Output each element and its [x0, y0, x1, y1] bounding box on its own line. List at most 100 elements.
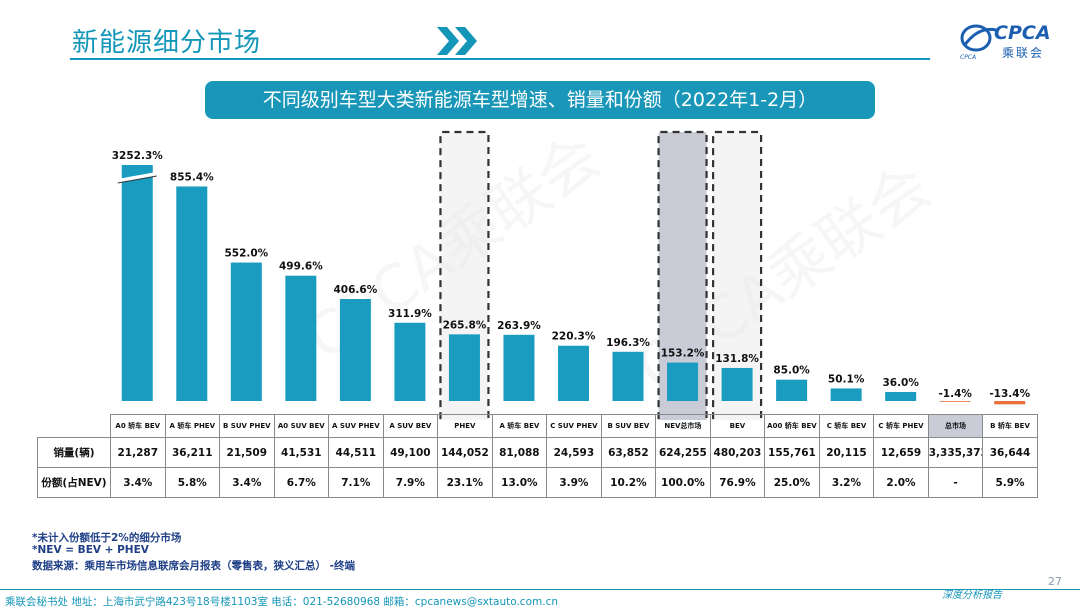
table-cell-share: 10.2%	[600, 467, 657, 498]
data-label-16: -13.4%	[989, 388, 1030, 400]
bar-11	[721, 367, 753, 401]
table-header-cell: BEV	[709, 414, 766, 438]
table-corner-cell	[37, 414, 111, 438]
table-header-cell: C 轿车 PHEV	[873, 414, 929, 438]
table-cell-sales: 12,659	[873, 437, 929, 468]
table-cell-share: 3.4%	[110, 467, 166, 498]
note-share-threshold: *未计入份额低于2%的细分市场	[32, 532, 182, 544]
table-cell-share: 13.0%	[491, 467, 548, 498]
data-label-11: 131.8%	[715, 353, 759, 365]
table-cell-sales: 3,335,373	[927, 437, 984, 468]
growth-bar-chart: 3252.3% 855.4% 552.0% 499.6% 406.6% 311.9% 265…	[112, 130, 1031, 420]
table-header-cell: A0 轿车 BEV	[110, 414, 166, 438]
bar-7	[503, 334, 535, 401]
logo-swoosh-icon	[960, 24, 997, 52]
table-cell-sales: 21,287	[110, 437, 166, 468]
bar-16	[994, 401, 1026, 405]
table-cell-share: 7.9%	[382, 467, 439, 498]
table-cell-share: 3.4%	[219, 467, 275, 498]
table-cell-share: 2.0%	[873, 467, 929, 498]
table-header-cell: A 轿车 PHEV	[164, 414, 221, 438]
table-cell-sales: 41,531	[273, 437, 330, 468]
table-cell-sales: 480,203	[709, 437, 766, 468]
data-label-7: 263.9%	[497, 320, 541, 332]
data-label-4: 406.6%	[334, 284, 378, 296]
row-label-sales: 销量(辆)	[37, 437, 111, 468]
bar-10	[667, 362, 699, 401]
data-label-9: 196.3%	[606, 337, 650, 349]
table-cell-share: -	[927, 467, 984, 498]
data-label-10: 153.2%	[661, 348, 705, 360]
chart-title-banner: 不同级别车型大类新能源车型增速、销量和份额（2022年1-2月）	[205, 81, 875, 119]
data-label-12: 85.0%	[773, 365, 810, 377]
logo-subtext: 乘联会	[1002, 46, 1045, 60]
footer-tagline: 深度分析报告	[942, 590, 1002, 601]
highlight-box-10	[657, 130, 708, 420]
table-cell-share: 76.9%	[709, 467, 766, 498]
cpca-logo: CPCA 乘联会 CPCA	[958, 16, 1058, 64]
bar-1	[176, 186, 208, 401]
table-header-cell: A00 轿车 BEV	[764, 414, 820, 438]
bar-2	[230, 262, 262, 401]
bar-3	[285, 275, 317, 401]
table-header-cell: PHEV	[437, 414, 493, 438]
table-cell-sales: 144,052	[437, 437, 493, 468]
table-cell-share: 23.1%	[437, 467, 493, 498]
note-data-source: 数据来源：乘用车市场信息联席会月报表（零售表，狭义汇总） -终端	[32, 560, 356, 572]
table-header-cell: B SUV BEV	[600, 414, 657, 438]
table-header-cell: B SUV PHEV	[219, 414, 275, 438]
table-cell-share: 5.8%	[164, 467, 221, 498]
table-cell-share: 5.9%	[982, 467, 1038, 498]
table-cell-sales: 21,509	[219, 437, 275, 468]
table-row-share: 份额(占NEV) 3.4% 5.8% 3.4% 6.7% 7.1% 7.9% 23.1% 13.…	[37, 467, 1038, 498]
data-label-14: 36.0%	[882, 377, 919, 389]
highlight-box-11	[711, 130, 763, 420]
footer-contact: 乘联会秘书处 地址：上海市武宁路423号18号楼1103室 电话：021-526…	[5, 596, 559, 608]
bar-4	[339, 299, 371, 401]
axis-break-line	[117, 175, 157, 184]
table-header-row: A0 轿车 BEV A 轿车 PHEV B SUV PHEV A0 SUV BEV A …	[37, 414, 1038, 438]
data-label-15: -1.4%	[938, 388, 972, 400]
data-label-0: 3252.3%	[112, 150, 164, 162]
data-label-13: 50.1%	[828, 373, 865, 385]
table-cell-sales: 81,088	[491, 437, 548, 468]
table-cell-sales: 63,852	[600, 437, 657, 468]
table-cell-sales: 155,761	[764, 437, 820, 468]
page-number: 27	[1048, 575, 1062, 588]
data-label-3: 499.6%	[279, 261, 323, 273]
table-header-cell: A 轿车 BEV	[491, 414, 548, 438]
table-row-sales: 销量(辆) 21,287 36,211 21,509 41,531 44,511 49,10…	[37, 437, 1038, 468]
table-cell-sales: 44,511	[328, 437, 384, 468]
table-header-cell: B 轿车 BEV	[982, 414, 1038, 438]
table-cell-share: 100.0%	[655, 467, 711, 498]
title-underline	[70, 58, 930, 60]
bar-15	[939, 401, 971, 402]
page-title: 新能源细分市场	[72, 28, 262, 58]
table-header-cell: C SUV PHEV	[546, 414, 602, 438]
table-header-cell: A SUV PHEV	[328, 414, 384, 438]
data-label-5: 311.9%	[388, 308, 432, 320]
header-chevron-icon	[437, 27, 477, 55]
sales-share-table: A0 轿车 BEV A 轿车 PHEV B SUV PHEV A0 SUV BEV A …	[37, 414, 1038, 498]
table-header-cell: A0 SUV BEV	[273, 414, 330, 438]
data-label-8: 220.3%	[552, 331, 596, 343]
data-label-6: 265.8%	[443, 319, 487, 331]
table-cell-sales: 24,593	[546, 437, 602, 468]
bar-8	[558, 345, 589, 401]
data-label-2: 552.0%	[224, 248, 268, 260]
table-cell-sales: 36,644	[982, 437, 1038, 468]
table-header-cell: C 轿车 BEV	[818, 414, 875, 438]
bar-13	[830, 388, 862, 401]
footer-divider	[0, 589, 1080, 590]
table-cell-sales: 624,255	[655, 437, 711, 468]
bar-14	[885, 391, 917, 401]
bar-9	[612, 351, 644, 401]
table-cell-share: 7.1%	[328, 467, 384, 498]
axis-break-mark	[117, 172, 158, 183]
table-header-cell: NEV总市场	[655, 414, 711, 438]
bar-5	[394, 322, 426, 401]
table-cell-share: 25.0%	[764, 467, 820, 498]
table-cell-share: 6.7%	[273, 467, 330, 498]
table-cell-sales: 49,100	[382, 437, 439, 468]
bar-6	[448, 334, 480, 401]
